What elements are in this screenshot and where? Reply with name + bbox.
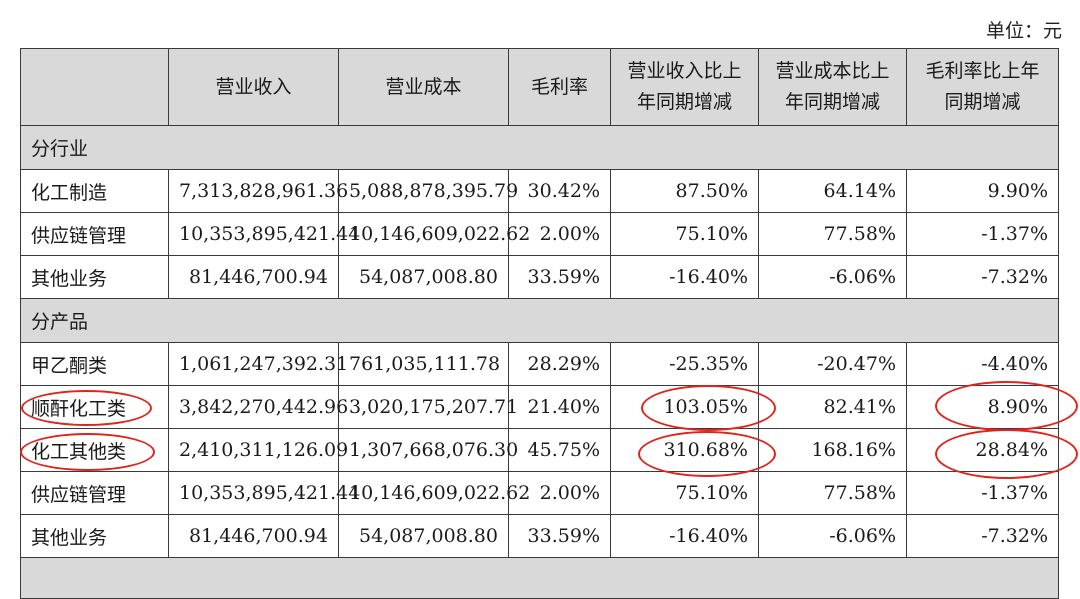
- cell-margin: 30.42%: [508, 169, 611, 213]
- cell-cost: 3,020,175,207.71: [338, 385, 518, 429]
- cell-revenue: 10,353,895,421.44: [168, 212, 360, 256]
- cell-cost: 1,307,668,076.30: [338, 428, 518, 472]
- financial-table: 营业收入 营业成本 毛利率 营业收入比上 年同期增减 营业成本比上 年同期增减 …: [20, 48, 1059, 599]
- cell-revenue: 81,446,700.94: [168, 255, 339, 299]
- cell-revenue-change: -25.35%: [610, 342, 759, 386]
- row-name: 其他业务: [20, 514, 169, 558]
- cell-cost-change: 77.58%: [758, 471, 907, 515]
- table-row: 其他业务 81,446,700.94 54,087,008.80 33.59% …: [20, 255, 1059, 299]
- cell-margin-change: -1.37%: [906, 471, 1059, 515]
- cell-revenue-change: 87.50%: [610, 169, 759, 213]
- cell-revenue-change: 75.10%: [610, 471, 759, 515]
- unit-label: 单位：元: [985, 20, 1062, 42]
- section-title: 分行业: [20, 125, 1059, 170]
- next-section-cell: [20, 557, 1059, 599]
- cell-revenue: 2,410,311,126.09: [168, 428, 348, 472]
- header-cost: 营业成本: [338, 48, 509, 126]
- header-revenue-change: 营业收入比上 年同期增减: [610, 48, 759, 126]
- cell-revenue: 10,353,895,421.44: [168, 471, 360, 515]
- cell-margin-change: -7.32%: [906, 514, 1059, 558]
- cell-revenue-change: 75.10%: [610, 212, 759, 256]
- table-row: 甲乙酮类 1,061,247,392.31 761,035,111.78 28.…: [20, 342, 1059, 386]
- cell-margin-change: 9.90%: [906, 169, 1059, 213]
- cell-cost: 10,146,609,022.62: [338, 212, 530, 256]
- cell-margin: 28.29%: [508, 342, 611, 386]
- section-row-product: 分产品: [20, 298, 1059, 343]
- cell-revenue: 1,061,247,392.31: [168, 342, 348, 386]
- cell-cost: 54,087,008.80: [338, 514, 509, 558]
- cell-margin-change: -7.32%: [906, 255, 1059, 299]
- header-revenue: 营业收入: [168, 48, 339, 126]
- annotation-circle-margin-change-1: [935, 381, 1078, 431]
- cell-margin: 33.59%: [508, 514, 611, 558]
- row-name: 甲乙酮类: [20, 342, 169, 386]
- header-cost-change: 营业成本比上 年同期增减: [758, 48, 907, 126]
- next-section-row-partial: [20, 557, 1059, 599]
- table-row: 供应链管理 10,353,895,421.44 10,146,609,022.6…: [20, 212, 1059, 256]
- annotation-circle-rev-change-2: [638, 431, 776, 477]
- cell-cost: 54,087,008.80: [338, 255, 509, 299]
- cell-cost-change: 64.14%: [758, 169, 907, 213]
- row-name: 供应链管理: [20, 471, 169, 515]
- section-row-industry: 分行业: [20, 125, 1059, 170]
- header-margin-change-line1: 毛利率比上年: [925, 60, 1040, 82]
- cell-margin: 2.00%: [508, 471, 611, 515]
- table-row: 化工其他类 2,410,311,126.09 1,307,668,076.30 …: [20, 428, 1059, 472]
- row-name: 其他业务: [20, 255, 169, 299]
- table-row: 顺酐化工类 3,842,270,442.96 3,020,175,207.71 …: [20, 385, 1059, 429]
- table-row: 其他业务 81,446,700.94 54,087,008.80 33.59% …: [20, 514, 1059, 558]
- cell-revenue-change: -16.40%: [610, 514, 759, 558]
- table-row: 供应链管理 10,353,895,421.44 10,146,609,022.6…: [20, 471, 1059, 515]
- header-margin-change: 毛利率比上年 同期增减: [906, 48, 1059, 126]
- cell-margin-change: -4.40%: [906, 342, 1059, 386]
- cell-cost-change: 82.41%: [758, 385, 907, 429]
- header-cost-change-line2: 年同期增减: [784, 91, 880, 113]
- cell-revenue: 81,446,700.94: [168, 514, 339, 558]
- row-name: 化工制造: [20, 169, 169, 213]
- header-revenue-change-line1: 营业收入比上: [627, 60, 742, 82]
- cell-margin: 21.40%: [508, 385, 611, 429]
- header-cost-change-line1: 营业成本比上: [775, 60, 890, 82]
- section-title: 分产品: [20, 298, 1059, 343]
- table-row: 化工制造 7,313,828,961.36 5,088,878,395.79 3…: [20, 169, 1059, 213]
- cell-revenue: 7,313,828,961.36: [168, 169, 348, 213]
- cell-cost-change: 77.58%: [758, 212, 907, 256]
- annotation-circle-name-1: [21, 390, 152, 426]
- annotation-circle-name-2: [20, 433, 155, 471]
- row-name: 供应链管理: [20, 212, 169, 256]
- header-blank: [20, 48, 169, 126]
- cell-cost-change: 168.16%: [758, 428, 907, 472]
- header-row: 营业收入 营业成本 毛利率 营业收入比上 年同期增减 营业成本比上 年同期增减 …: [20, 48, 1059, 126]
- cell-cost-change: -6.06%: [758, 255, 907, 299]
- cell-cost-change: -6.06%: [758, 514, 907, 558]
- cell-margin-change: -1.37%: [906, 212, 1059, 256]
- header-margin: 毛利率: [508, 48, 611, 126]
- cell-margin: 33.59%: [508, 255, 611, 299]
- cell-revenue: 3,842,270,442.96: [168, 385, 348, 429]
- cell-cost: 5,088,878,395.79: [338, 169, 518, 213]
- cell-cost: 10,146,609,022.62: [338, 471, 530, 515]
- cell-revenue-change: -16.40%: [610, 255, 759, 299]
- cell-cost-change: -20.47%: [758, 342, 907, 386]
- header-margin-change-line2: 同期增减: [944, 91, 1021, 113]
- cell-cost: 761,035,111.78: [338, 342, 509, 386]
- annotation-circle-rev-change-1: [641, 385, 776, 431]
- header-revenue-change-line2: 年同期增减: [636, 91, 732, 113]
- cell-margin: 45.75%: [508, 428, 611, 472]
- annotation-circle-margin-change-2: [935, 429, 1078, 479]
- cell-margin: 2.00%: [508, 212, 611, 256]
